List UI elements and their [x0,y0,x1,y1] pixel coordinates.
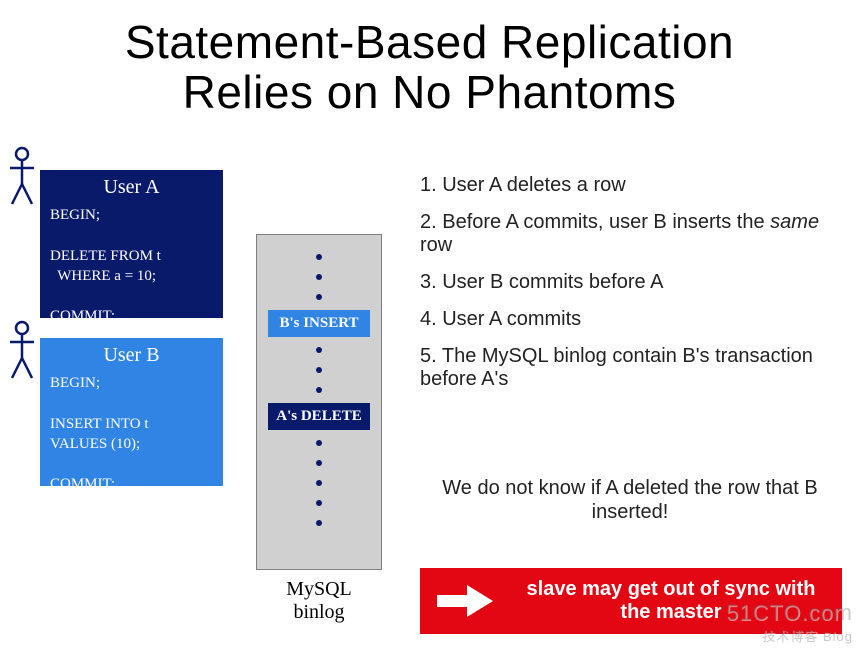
binlog-b-insert: B's INSERT [268,310,370,337]
binlog-a-delete: A's DELETE [268,403,370,430]
step-2: 2. Before A commits, user B inserts the … [420,211,830,257]
binlog-dot-icon [316,460,322,466]
binlog-box: B's INSERT A's DELETE [256,234,382,570]
arrow-right-icon [420,585,510,617]
step-3: 3. User B commits before A [420,271,830,294]
title-line-2: Relies on No Phantoms [183,66,677,118]
step-1: 1. User A deletes a row [420,174,830,197]
user-b-header: User B [50,344,213,367]
warning-text: slave may get out of sync with the maste… [510,578,842,624]
user-a-sql: BEGIN; DELETE FROM t WHERE a = 10; COMMI… [50,205,213,327]
user-b-box: User B BEGIN; INSERT INTO t VALUES (10);… [40,338,223,486]
user-b-stick-icon [8,320,36,380]
warning-banner: slave may get out of sync with the maste… [420,568,842,634]
user-a-box: User A BEGIN; DELETE FROM t WHERE a = 10… [40,170,223,318]
conclusion-note: We do not know if A deleted the row that… [440,476,820,524]
binlog-dot-icon [316,440,322,446]
step-2-pre: 2. Before A commits, user B inserts the [420,211,770,233]
binlog-dot-icon [316,274,322,280]
binlog-dot-icon [316,480,322,486]
binlog-dot-icon [316,294,322,300]
title-line-1: Statement-Based Replication [125,16,734,68]
binlog-dot-icon [316,500,322,506]
step-2-em: same [770,211,819,233]
step-5: 5. The MySQL binlog contain B's transact… [420,345,830,391]
step-4: 4. User A commits [420,308,830,331]
binlog-dot-icon [316,254,322,260]
binlog-dot-icon [316,367,322,373]
binlog-dot-icon [316,520,322,526]
step-2-post: row [420,234,452,256]
binlog-dot-icon [316,347,322,353]
slide-title: Statement-Based Replication Relies on No… [0,0,859,117]
steps-list: 1. User A deletes a row 2. Before A comm… [420,174,830,405]
user-b-sql: BEGIN; INSERT INTO t VALUES (10); COMMIT… [50,373,213,495]
binlog-label: MySQLbinlog [256,578,382,624]
binlog-dot-icon [316,387,322,393]
user-a-header: User A [50,176,213,199]
user-a-stick-icon [8,146,36,206]
